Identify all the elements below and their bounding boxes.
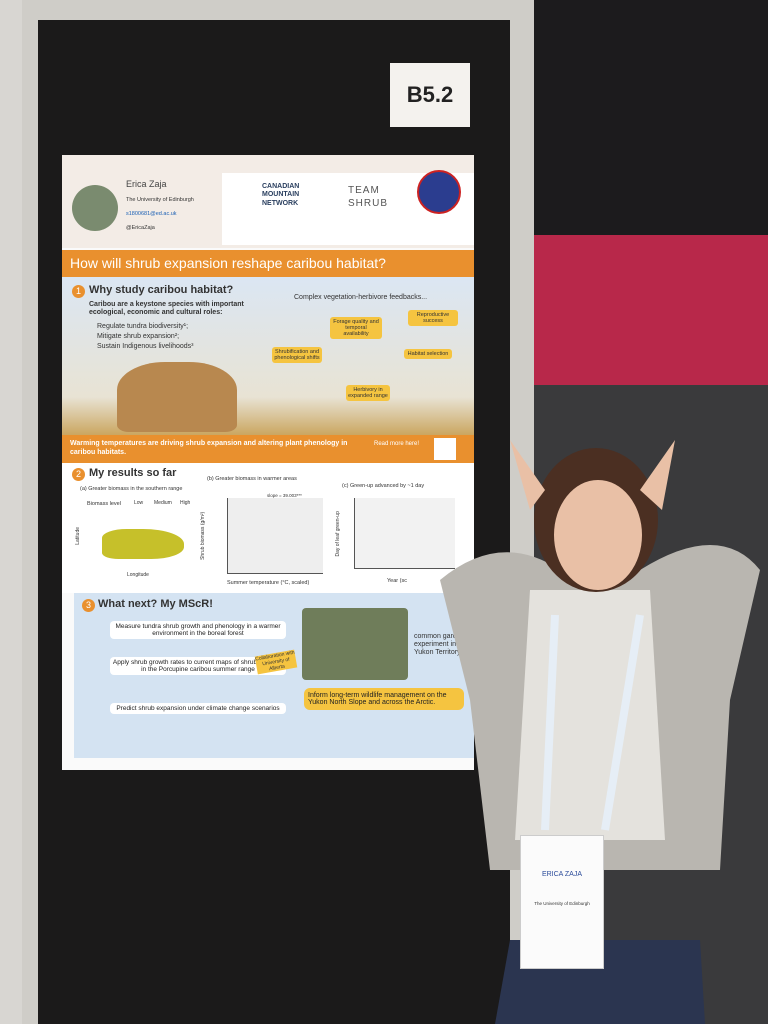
section-number: 1 (72, 285, 85, 298)
legend-title: Biomass level (87, 501, 121, 507)
scatter-plot (227, 498, 323, 574)
section-heading: My results so far (89, 467, 177, 479)
name-badge: ERICA ZAJA The University of Edinburgh (520, 835, 604, 969)
feedback-box: Forage quality and temporal availability (330, 317, 382, 339)
feedback-box: Reproductive success (408, 310, 458, 326)
section-number: 3 (82, 599, 95, 612)
trend-plot (354, 498, 455, 569)
panel-caption: (b) Greater biomass in warmer areas (207, 476, 297, 482)
poster-title: How will shrub expansion reshape caribou… (62, 250, 474, 277)
panel-caption: (c) Green-up advanced by ~1 day (342, 483, 425, 489)
axis-label: Day of leaf green-up (334, 511, 341, 557)
red-wall (530, 235, 768, 385)
step: Measure tundra shrub growth and phenolog… (110, 621, 286, 639)
legend-item: High (180, 500, 191, 506)
section-3: 3 What next? My MScR! Measure tundra shr… (74, 593, 474, 758)
left-panel (0, 0, 25, 1024)
section-heading: Why study caribou habitat? (89, 284, 234, 296)
bullet: Sustain Indigenous livelihoods³ (97, 343, 194, 350)
author-handle: @EricaZaja (126, 225, 155, 231)
hands (510, 440, 675, 510)
author-affiliation: The University of Edinburgh (126, 197, 194, 203)
collaboration-tag: Collaboration with University of Alberta (254, 649, 298, 675)
biomass-map (102, 529, 184, 559)
ceiling (530, 0, 768, 240)
lanyard (541, 614, 644, 831)
section-number: 2 (72, 468, 85, 481)
bullet: Mitigate shrub expansion²; (97, 333, 180, 340)
annotation: slope = 39.003*** (267, 493, 302, 498)
logo-team-shrub: TEAM SHRUB (348, 185, 389, 209)
board-label: B5.2 (390, 63, 470, 127)
section-heading: What next? My MScR! (98, 598, 213, 610)
garden-photo (302, 608, 408, 680)
panel-caption: (a) Greater biomass in the southern rang… (80, 486, 183, 492)
caribou-image (117, 362, 237, 432)
logo-cmn: CANADIAN MOUNTAIN NETWORK (262, 183, 300, 207)
step: Apply shrub growth rates to current maps… (110, 657, 286, 675)
banner: Warming temperatures are driving shrub e… (62, 435, 474, 463)
feedback-title: Complex vegetation-herbivore feedbacks..… (294, 294, 428, 301)
shirt (515, 590, 665, 840)
badge-name: ERICA ZAJA (541, 871, 583, 878)
legend-item: Low (134, 500, 144, 506)
inform-box: Inform long-term wildlife management on … (304, 688, 464, 710)
author-email: s1800681@ed.ac.uk (126, 211, 177, 217)
poster: Erica Zaja The University of Edinburgh s… (62, 155, 474, 770)
axis-label: Latitude (75, 526, 82, 545)
feedback-box: Shrubification and phenological shifts (272, 347, 322, 363)
section-2: 2 My results so far (a) Greater biomass … (62, 463, 474, 593)
read-more: Read more here! (374, 441, 420, 447)
section-intro: Caribou are a keystone species with impo… (89, 301, 244, 317)
uni-crest (417, 170, 461, 214)
feedback-box: Habitat selection (404, 349, 452, 359)
poster-header: Erica Zaja The University of Edinburgh s… (62, 155, 474, 248)
badge-affiliation: The University of Edinburgh (534, 901, 590, 906)
feedback-box: Herbivory in expanded range (346, 385, 390, 401)
axis-label: Shrub biomass (g/m²) (200, 511, 207, 560)
author-name: Erica Zaja (126, 179, 167, 189)
axis-label: Longitude (127, 572, 149, 578)
section-1: 1 Why study caribou habitat? Caribou are… (62, 277, 474, 463)
legend-item: Medium (154, 500, 172, 506)
axis-label: Summer temperature (°C, scaled) (227, 580, 310, 586)
garden-text: common garden experiment in the Yukon Te… (414, 633, 468, 657)
banner-text: Warming temperatures are driving shrub e… (70, 440, 348, 457)
axis-label: Year (sc (387, 578, 407, 584)
qr-code (434, 438, 456, 460)
author-photo (72, 185, 118, 231)
face (554, 480, 642, 590)
step: Predict shrub expansion under climate ch… (110, 703, 286, 714)
bullet: Regulate tundra biodiversity¹; (97, 323, 189, 330)
